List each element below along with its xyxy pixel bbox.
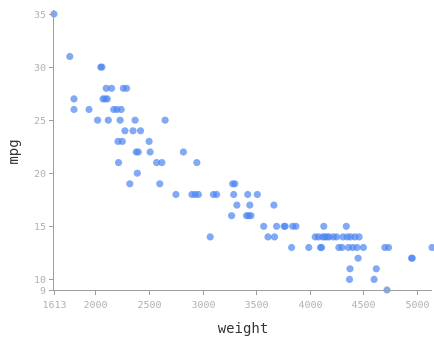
points-layer	[50, 10, 434, 294]
data-point	[94, 116, 102, 124]
data-point	[305, 243, 313, 252]
y-axis-ticks: 910 15 20 25 30 35	[34, 10, 54, 297]
data-point	[145, 137, 153, 145]
data-point	[320, 222, 328, 230]
x-tick-label: 5000	[405, 300, 429, 311]
data-point	[228, 212, 236, 220]
data-point	[318, 243, 326, 252]
data-point	[121, 127, 129, 135]
data-point	[156, 180, 164, 188]
data-point	[133, 169, 141, 177]
data-point	[345, 275, 354, 283]
data-point	[338, 243, 346, 252]
x-tick-label: 3000	[191, 300, 215, 311]
data-point	[129, 127, 137, 135]
data-point	[108, 84, 116, 92]
data-point	[246, 201, 254, 209]
data-point	[136, 127, 145, 135]
data-point	[153, 159, 161, 167]
y-tick-label: 9	[40, 286, 46, 297]
x-tick-label: 1613	[42, 300, 66, 311]
x-tick-label: 3500	[244, 300, 268, 311]
data-point	[292, 222, 300, 230]
data-point	[273, 222, 281, 230]
y-tick-label: 35	[34, 10, 46, 21]
data-point	[194, 190, 202, 199]
data-point	[385, 243, 393, 252]
data-point	[213, 190, 221, 199]
y-axis-title: mpg	[6, 139, 22, 164]
data-point	[281, 222, 289, 230]
data-point	[118, 137, 126, 145]
y-tick-label: 25	[34, 116, 46, 127]
data-point	[114, 159, 123, 167]
data-point	[264, 233, 272, 241]
data-point	[104, 116, 112, 124]
data-point	[354, 254, 362, 262]
data-point	[270, 233, 279, 241]
data-point	[158, 159, 166, 167]
x-tick-label: 4500	[351, 300, 375, 311]
y-tick-label: 30	[34, 63, 46, 74]
data-point	[359, 243, 367, 252]
data-point	[206, 233, 214, 241]
x-axis-title: weight	[218, 321, 269, 337]
data-point	[408, 254, 416, 262]
data-point	[98, 63, 106, 71]
data-point	[342, 222, 350, 230]
data-point	[346, 265, 354, 273]
data-point	[85, 105, 93, 114]
x-tick-label: 2500	[137, 300, 161, 311]
data-point	[372, 265, 380, 273]
data-point	[253, 190, 261, 199]
data-point	[179, 148, 187, 156]
data-point	[126, 180, 134, 188]
x-tick-label: 4000	[298, 300, 322, 311]
data-point	[231, 180, 239, 188]
data-point	[260, 222, 268, 230]
data-point	[146, 148, 154, 156]
data-point	[116, 116, 124, 124]
data-point	[270, 201, 278, 209]
data-point	[288, 243, 296, 252]
data-point	[233, 201, 241, 209]
data-point	[333, 233, 341, 241]
data-point	[355, 233, 363, 241]
y-tick-label: 10	[34, 275, 46, 286]
data-point	[193, 159, 201, 167]
data-point	[103, 95, 111, 103]
data-point	[70, 105, 78, 114]
data-point	[134, 148, 142, 156]
data-point	[70, 95, 78, 103]
data-point	[428, 243, 434, 252]
data-point	[161, 116, 169, 124]
data-point	[66, 52, 74, 61]
x-tick-label: 2000	[83, 300, 107, 311]
data-point	[117, 105, 125, 114]
data-point	[131, 116, 139, 124]
data-point	[247, 212, 255, 220]
data-point	[123, 84, 131, 92]
data-point	[370, 275, 378, 283]
y-tick-label: 15	[34, 222, 46, 233]
data-point	[172, 190, 180, 199]
x-axis-ticks: 1613 2000 2500 3000 3500 4000 4500 5000	[42, 290, 430, 311]
data-point	[102, 84, 110, 92]
data-point	[244, 190, 252, 199]
y-tick-label: 20	[34, 169, 46, 180]
data-point	[230, 190, 238, 199]
data-point	[353, 243, 361, 252]
axes-layer	[53, 10, 432, 291]
